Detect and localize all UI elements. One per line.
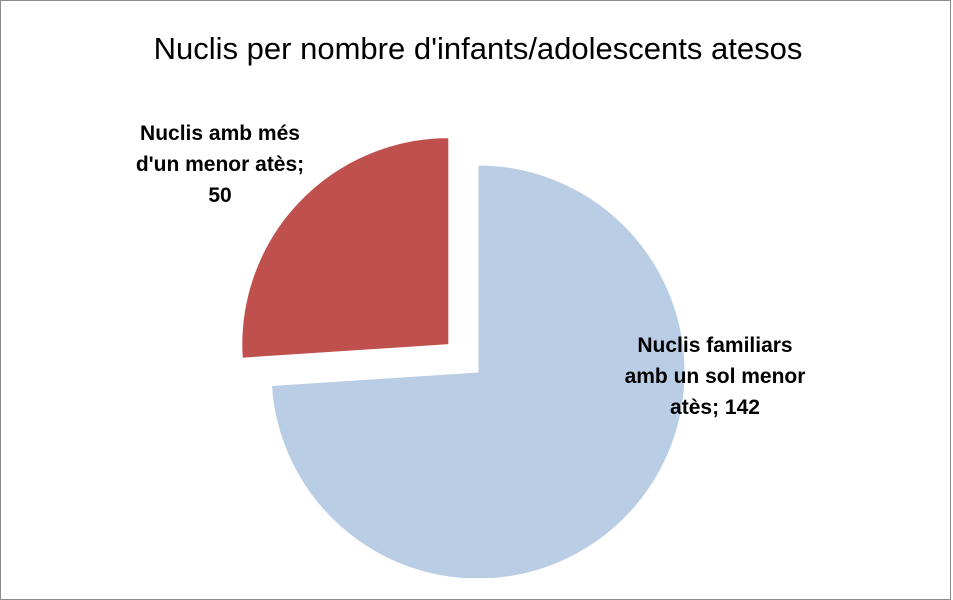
data-label: Nuclis familiars amb un sol menor atès; … [624,334,806,419]
data-label: Nuclis amb més d'un menor atès; 50 [135,122,305,207]
pie-slice [241,137,450,359]
pie-slice [270,164,686,578]
chart [241,137,686,578]
chart-title: Nuclis per nombre d'infants/adolescents … [153,31,803,66]
